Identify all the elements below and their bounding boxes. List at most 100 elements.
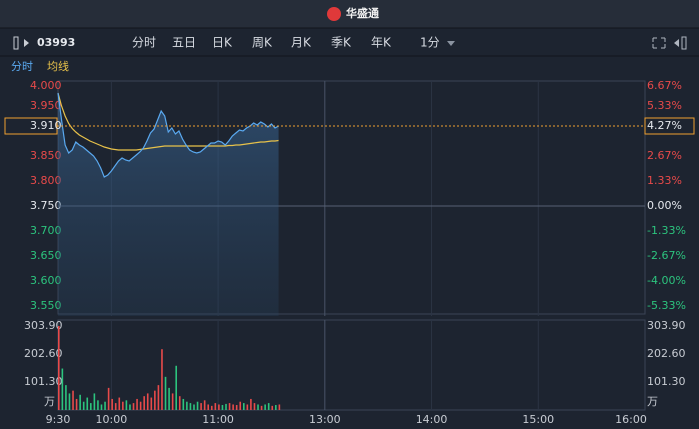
y-tick-label: 4.000	[30, 79, 62, 92]
volume-bar	[246, 404, 249, 410]
volume-bar	[221, 405, 224, 410]
volume-bar	[157, 385, 160, 410]
y2-tick-label: -5.33%	[647, 299, 686, 312]
tab[interactable]: 月K	[291, 36, 312, 50]
volume-bar	[203, 400, 206, 410]
top-bar	[0, 0, 699, 28]
volume-bar	[114, 403, 117, 410]
price-area	[58, 93, 279, 316]
volume-bar	[232, 404, 234, 410]
volume-bar	[207, 404, 210, 410]
y-tick-label: 3.800	[30, 174, 62, 187]
back-arrow[interactable]	[24, 39, 29, 47]
volume-bar	[228, 403, 231, 410]
volume-bar	[139, 401, 142, 410]
y-tick-label: 3.700	[30, 224, 62, 237]
volume-bar	[136, 398, 138, 410]
volume-tick-label: 303.90	[647, 319, 686, 332]
volume-bar	[164, 376, 167, 410]
volume-unit: 万	[647, 395, 658, 408]
legend-price: 分时	[11, 60, 33, 73]
volume-bar	[200, 403, 202, 410]
volume-bar	[143, 396, 145, 410]
volume-bar	[253, 403, 256, 410]
tab[interactable]: 季K	[331, 36, 352, 50]
tab[interactable]: 年K	[371, 36, 392, 50]
dropdown-arrow[interactable]	[447, 41, 455, 46]
tab[interactable]: 分时	[132, 36, 156, 50]
volume-bar	[118, 397, 121, 410]
volume-bar	[210, 405, 213, 410]
volume-bar	[68, 393, 71, 410]
volume-tick-label: 202.60	[647, 347, 686, 360]
y2-tick-label: 6.67%	[647, 79, 682, 92]
volume-bar	[75, 398, 78, 410]
fullscreen-icon[interactable]	[652, 37, 666, 49]
tab[interactable]: 日K	[212, 36, 233, 50]
volume-bar	[186, 401, 188, 410]
x-tick-label: 9:30	[46, 413, 71, 426]
volume-bar	[154, 390, 156, 410]
y2-tick-label: 5.33%	[647, 99, 682, 112]
volume-bar	[122, 401, 124, 410]
tab[interactable]: 周K	[252, 36, 273, 50]
y2-tick-label: -4.00%	[647, 274, 686, 287]
volume-bar	[171, 393, 174, 410]
volume-bar	[58, 326, 60, 410]
y-tick-label: 3.650	[30, 249, 62, 262]
volume-bar	[107, 387, 110, 410]
volume-bar	[267, 403, 270, 410]
volume-bar	[214, 403, 217, 410]
volume-bar	[100, 404, 103, 410]
current-pct-label: 4.27%	[647, 119, 682, 132]
logo-text: 华盛通	[346, 6, 379, 20]
current-pct-box	[644, 117, 695, 135]
volume-bar	[182, 398, 185, 410]
volume-bar	[275, 405, 277, 410]
volume-bar	[235, 405, 238, 410]
x-tick-label: 15:00	[522, 413, 554, 426]
volume-bar	[125, 400, 128, 410]
y2-tick-label: -2.67%	[647, 249, 686, 262]
volume-unit: 万	[44, 395, 55, 408]
volume-tick-label: 202.60	[24, 347, 63, 360]
volume-bar	[86, 397, 89, 410]
volume-bar	[196, 401, 199, 410]
y-tick-label: 3.750	[30, 199, 62, 212]
stock-code: 03993	[37, 36, 75, 49]
volume-bar	[175, 365, 177, 410]
volume-bar	[65, 385, 67, 410]
volume-bar	[90, 403, 92, 410]
volume-bar	[161, 349, 163, 410]
volume-tick-label: 303.90	[24, 319, 63, 332]
volume-tick-label: 101.30	[647, 375, 686, 388]
volume-bar	[146, 393, 149, 410]
volume-bar	[250, 398, 252, 410]
volume-bar	[150, 397, 153, 410]
volume-bar	[168, 387, 170, 410]
tab[interactable]: 五日	[172, 36, 196, 50]
price-line	[57, 92, 279, 178]
y-tick-label: 3.950	[30, 99, 62, 112]
volume-bar	[239, 401, 242, 410]
collapse-arrow[interactable]	[674, 39, 679, 47]
y2-tick-label: 1.33%	[647, 174, 682, 187]
volume-bar	[189, 403, 192, 410]
collapse-icon[interactable]	[681, 36, 687, 50]
period-select[interactable]: 1分	[420, 36, 440, 50]
volume-bar	[242, 403, 245, 410]
volume-bar	[264, 404, 266, 410]
volume-bar	[260, 405, 263, 410]
back-icon[interactable]	[13, 36, 19, 50]
volume-bar	[178, 396, 181, 410]
y-tick-label: 3.850	[30, 149, 62, 162]
x-tick-label: 11:00	[202, 413, 234, 426]
y2-tick-label: 0.00%	[647, 199, 682, 212]
volume-bar	[218, 404, 220, 410]
x-tick-label: 13:00	[309, 413, 341, 426]
x-tick-label: 16:00	[615, 413, 647, 426]
volume-bar	[278, 404, 281, 410]
volume-bar	[61, 368, 64, 410]
volume-bar	[225, 403, 227, 410]
